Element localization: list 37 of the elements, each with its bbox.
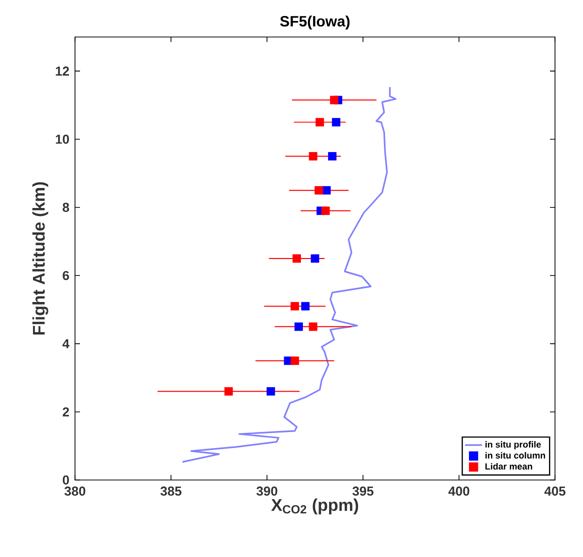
point bbox=[316, 118, 324, 126]
point bbox=[308, 322, 318, 331]
point bbox=[224, 387, 233, 396]
y-tick-label: 12 bbox=[56, 66, 69, 76]
legend-label: in situ profile bbox=[485, 441, 541, 450]
point bbox=[314, 186, 324, 195]
legend-label: in situ column bbox=[485, 452, 546, 459]
x-tick-label: 390 bbox=[256, 486, 278, 496]
point bbox=[308, 152, 318, 160]
chart-title: SF5(Iowa) bbox=[280, 16, 350, 30]
point bbox=[301, 302, 310, 310]
y-tick-label: 8 bbox=[62, 202, 70, 212]
line-series bbox=[182, 86, 396, 463]
y-tick-label: 0 bbox=[62, 475, 69, 485]
point bbox=[310, 254, 320, 263]
legend-label: Lidar mean bbox=[485, 462, 532, 470]
point bbox=[290, 356, 300, 365]
y-tick-label: 2 bbox=[62, 407, 69, 416]
point bbox=[294, 322, 303, 331]
x-tick-label: 395 bbox=[352, 486, 374, 496]
x-tick-label: 385 bbox=[160, 486, 182, 496]
x-axis-title: X$_{CO2}$ (ppm) bbox=[271, 498, 358, 514]
point bbox=[330, 96, 338, 104]
point bbox=[332, 118, 340, 126]
point bbox=[322, 186, 331, 195]
y-tick-label: 10 bbox=[56, 134, 69, 144]
point bbox=[290, 302, 300, 310]
x-tick-label: 400 bbox=[448, 486, 470, 496]
point bbox=[328, 152, 336, 160]
point bbox=[292, 254, 301, 263]
point bbox=[321, 206, 330, 215]
x-tick-label: 380 bbox=[64, 486, 86, 496]
y-axis-title: Flight Altitude (km) bbox=[32, 182, 48, 334]
point bbox=[266, 387, 276, 396]
y-tick-label: 6 bbox=[62, 270, 70, 280]
y-tick-label: 4 bbox=[62, 339, 70, 348]
x-tick-label: 405 bbox=[544, 486, 566, 496]
